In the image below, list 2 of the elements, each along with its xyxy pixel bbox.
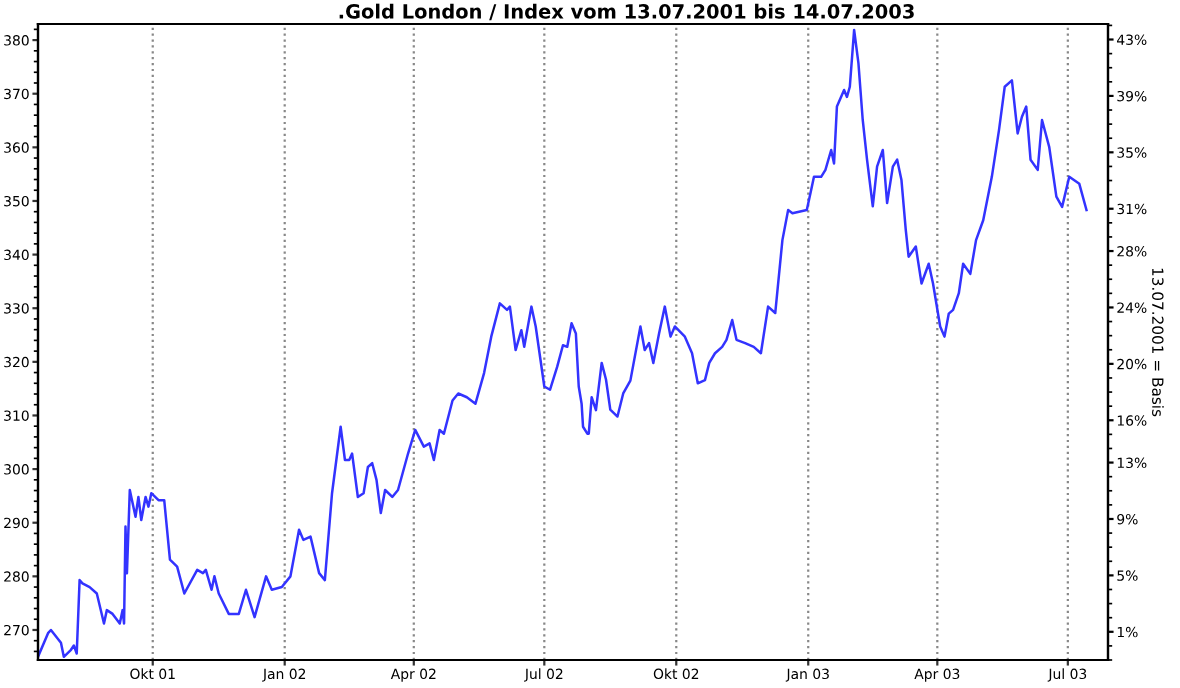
line-series — [38, 28, 1088, 659]
chart-title: .Gold London / Index vom 13.07.2001 bis 14.07.2003 — [339, 3, 914, 21]
